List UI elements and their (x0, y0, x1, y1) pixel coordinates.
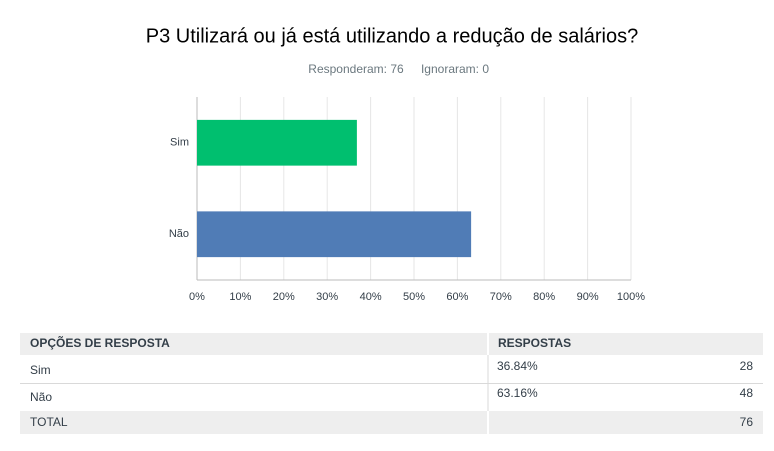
x-tick-label: 70% (490, 291, 512, 303)
summary: Responderam: 76 (308, 62, 404, 76)
total-count: 76 (740, 415, 754, 429)
x-tick-label: 0% (189, 291, 205, 303)
x-tick-label: 60% (446, 291, 468, 303)
table-header-bg (20, 333, 487, 355)
table-total-bg (20, 411, 487, 434)
bar (197, 211, 472, 258)
x-tick-label: 20% (273, 291, 295, 303)
summary: Ignoraram: 0 (421, 62, 489, 76)
table-header: RESPOSTAS (498, 336, 571, 350)
row-percent: 63.16% (497, 386, 538, 400)
bar (197, 119, 357, 166)
chart-title: P3 Utilizará ou já está utilizando a red… (146, 25, 639, 47)
y-tick-label: Não (169, 228, 189, 240)
x-tick-label: 30% (316, 291, 338, 303)
table-total-bg (489, 411, 763, 434)
row-label: Não (30, 390, 52, 404)
total-label: TOTAL (30, 415, 68, 429)
x-tick-label: 90% (577, 291, 599, 303)
y-tick-label: Sim (170, 137, 189, 149)
row-percent: 36.84% (497, 359, 538, 373)
x-tick-label: 50% (403, 291, 425, 303)
table-header-bg (489, 333, 763, 355)
x-tick-label: 10% (229, 291, 251, 303)
x-tick-label: 80% (533, 291, 555, 303)
row-count: 28 (740, 359, 754, 373)
table-header: OPÇÕES DE RESPOSTA (30, 335, 170, 350)
row-count: 48 (740, 386, 754, 400)
x-tick-label: 40% (360, 291, 382, 303)
row-label: Sim (30, 363, 51, 377)
x-tick-label: 100% (617, 291, 645, 303)
